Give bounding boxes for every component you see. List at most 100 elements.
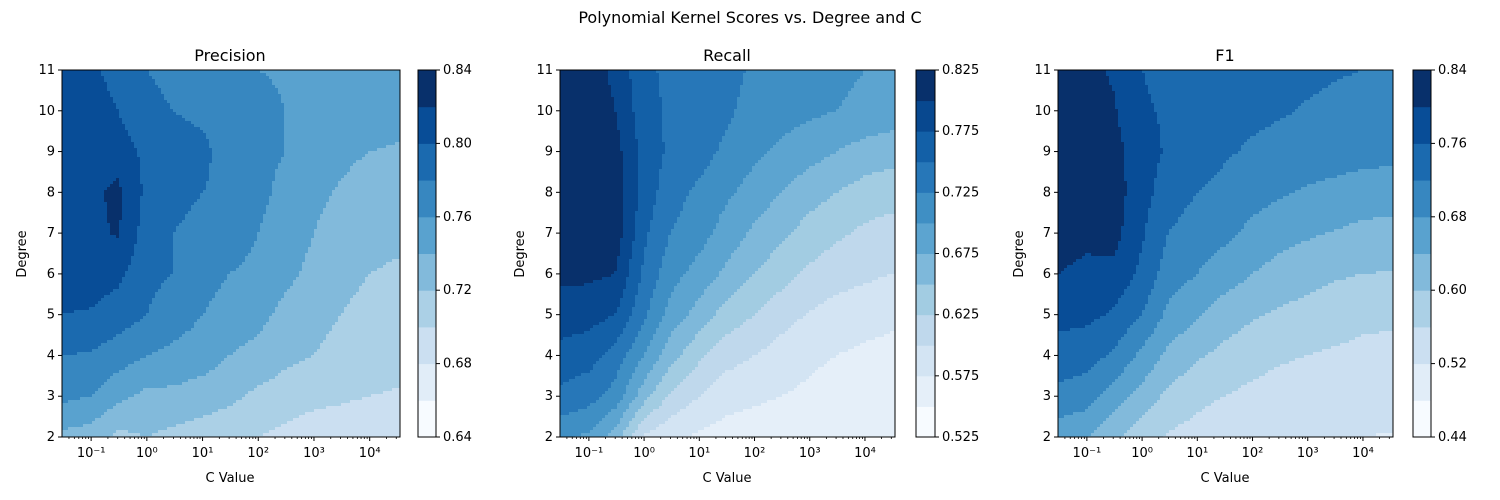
contour-cell	[74, 334, 77, 337]
contour-cell	[74, 289, 77, 292]
contour-cell	[98, 343, 101, 346]
contour-cell	[143, 70, 146, 73]
contour-cell	[176, 172, 179, 175]
contour-cell	[119, 208, 122, 211]
contour-cell	[122, 112, 125, 115]
contour-cell	[83, 208, 86, 211]
contour-cell	[92, 256, 95, 259]
contour-cell	[92, 385, 95, 388]
contour-cell	[158, 100, 161, 103]
contour-cell	[95, 91, 98, 94]
contour-cell	[158, 76, 161, 79]
contour-cell	[152, 361, 155, 364]
contour-cell	[92, 88, 95, 91]
contour-cell	[83, 196, 86, 199]
contour-cell	[173, 178, 176, 181]
contour-cell	[158, 307, 161, 310]
contour-cell	[158, 349, 161, 352]
contour-cell	[143, 184, 146, 187]
contour-cell	[158, 310, 161, 313]
contour-cell	[119, 253, 122, 256]
contour-cell	[161, 229, 164, 232]
contour-cell	[170, 121, 173, 124]
contour-cell	[77, 304, 80, 307]
contour-cell	[119, 337, 122, 340]
contour-cell	[125, 430, 128, 433]
contour-cell	[122, 364, 125, 367]
contour-cell	[140, 106, 143, 109]
contour-cell	[173, 394, 176, 397]
contour-cell	[134, 199, 137, 202]
contour-cell	[179, 76, 182, 79]
contour-cell	[131, 298, 134, 301]
contour-cell	[98, 409, 101, 412]
contour-cell	[140, 244, 143, 247]
contour-cell	[89, 343, 92, 346]
contour-cell	[80, 298, 83, 301]
contour-cell	[131, 385, 134, 388]
contour-cell	[143, 361, 146, 364]
contour-cell	[134, 211, 137, 214]
contour-cell	[83, 142, 86, 145]
contour-cell	[125, 370, 128, 373]
contour-cell	[164, 265, 167, 268]
contour-cell	[161, 205, 164, 208]
contour-cell	[80, 181, 83, 184]
contour-cell	[98, 250, 101, 253]
contour-cell	[107, 187, 110, 190]
contour-cell	[77, 346, 80, 349]
contour-cell	[86, 184, 89, 187]
contour-cell	[68, 91, 71, 94]
contour-cell	[161, 274, 164, 277]
contour-cell	[110, 142, 113, 145]
contour-cell	[68, 304, 71, 307]
contour-cell	[158, 277, 161, 280]
contour-cell	[134, 283, 137, 286]
contour-cell	[71, 406, 74, 409]
contour-cell	[116, 202, 119, 205]
contour-cell	[113, 88, 116, 91]
contour-cell	[167, 271, 170, 274]
contour-cell	[179, 214, 182, 217]
contour-cell	[107, 181, 110, 184]
contour-cell	[140, 319, 143, 322]
contour-cell	[68, 253, 71, 256]
contour-cell	[98, 385, 101, 388]
contour-cell	[62, 172, 65, 175]
contour-cell	[131, 394, 134, 397]
contour-cell	[146, 301, 149, 304]
contour-cell	[167, 160, 170, 163]
contour-cell	[86, 319, 89, 322]
contour-cell	[65, 136, 68, 139]
contour-cell	[71, 232, 74, 235]
contour-cell	[137, 277, 140, 280]
contour-cell	[89, 190, 92, 193]
contour-cell	[149, 100, 152, 103]
contour-cell	[143, 376, 146, 379]
contour-cell	[164, 304, 167, 307]
contour-cell	[170, 331, 173, 334]
contour-cell	[167, 340, 170, 343]
contour-cell	[149, 250, 152, 253]
contour-cell	[92, 391, 95, 394]
contour-cell	[137, 319, 140, 322]
contour-cell	[143, 235, 146, 238]
contour-cell	[80, 139, 83, 142]
contour-cell	[71, 325, 74, 328]
contour-cell	[140, 373, 143, 376]
contour-cell	[137, 79, 140, 82]
contour-cell	[140, 238, 143, 241]
contour-cell	[74, 268, 77, 271]
contour-cell	[167, 283, 170, 286]
contour-cell	[101, 76, 104, 79]
contour-cell	[134, 415, 137, 418]
contour-cell	[143, 223, 146, 226]
contour-cell	[158, 196, 161, 199]
contour-cell	[113, 229, 116, 232]
contour-cell	[152, 148, 155, 151]
contour-cell	[125, 205, 128, 208]
contour-cell	[161, 244, 164, 247]
contour-cell	[179, 259, 182, 262]
contour-cell	[122, 163, 125, 166]
contour-cell	[119, 295, 122, 298]
